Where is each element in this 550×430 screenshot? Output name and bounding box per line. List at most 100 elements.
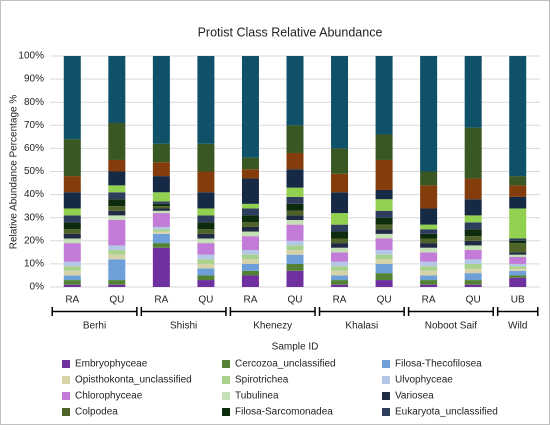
x-tick-label: RA — [422, 295, 436, 306]
bar-segment — [63, 238, 81, 244]
x-axis-title: Sample ID — [272, 342, 319, 353]
bar-segment — [286, 187, 304, 197]
bar-segment — [509, 240, 527, 244]
bar-segment — [375, 210, 393, 218]
chart-title: Protist Class Relative Abundance — [198, 25, 383, 39]
bar-segment — [464, 263, 482, 269]
bar-segment — [286, 245, 304, 251]
legend-swatch — [62, 360, 70, 368]
bar-segment — [331, 284, 349, 287]
bar-segment — [331, 247, 349, 253]
bar-segment — [331, 280, 349, 285]
bar-segment — [420, 238, 438, 244]
bar-segment — [331, 243, 349, 248]
legend-swatch — [382, 408, 390, 416]
bar-segment — [241, 236, 259, 251]
bar-segment — [464, 245, 482, 251]
bar-segment — [108, 280, 126, 285]
bar-segment — [241, 56, 259, 158]
bar-segment — [108, 210, 126, 216]
bar-segment — [197, 229, 215, 234]
group-label: Shishi — [170, 321, 197, 332]
bar-segment — [152, 229, 170, 232]
y-tick-label: 40% — [24, 189, 44, 200]
bar-segment — [375, 159, 393, 190]
bar-segment — [375, 254, 393, 260]
bar-segment — [286, 210, 304, 216]
bar-segment — [152, 247, 170, 287]
bar-segment — [63, 270, 81, 276]
bar-segment — [63, 280, 81, 285]
bar-segment — [197, 280, 215, 287]
bar-segment — [464, 268, 482, 274]
x-tick-label: UB — [511, 295, 525, 306]
group-label: Khenezy — [253, 321, 292, 332]
bar-segment — [509, 238, 527, 241]
legend-swatch — [382, 376, 390, 384]
bar-segment — [152, 56, 170, 144]
bar-segment — [63, 243, 81, 262]
bar-segment — [197, 215, 215, 223]
legend-label: Cercozoa_unclassified — [235, 359, 336, 370]
bar-segment — [241, 215, 259, 223]
x-tick-label: RA — [65, 295, 79, 306]
x-tick-label: RA — [154, 295, 168, 306]
legend-swatch — [62, 376, 70, 384]
bar-segment — [464, 222, 482, 230]
group-bracket — [140, 307, 227, 316]
bar-segment — [108, 250, 126, 255]
legend-label: Colpodea — [75, 407, 118, 418]
bar-segment — [241, 231, 259, 237]
bar-segment — [63, 261, 81, 267]
x-tick-label: RA — [244, 295, 258, 306]
bar-segment — [375, 238, 393, 251]
legend-swatch — [222, 376, 230, 384]
bar-segment — [63, 275, 81, 281]
bar-segment — [108, 259, 126, 281]
group-label: Khalasi — [345, 321, 378, 332]
bar-segment — [375, 259, 393, 264]
bar-segment — [108, 215, 126, 221]
bar-segment — [241, 250, 259, 255]
bar-segment — [63, 139, 81, 177]
bar-segment — [420, 185, 438, 209]
legend-label: Chlorophyceae — [75, 391, 143, 402]
bar-segment — [375, 263, 393, 274]
bar-segment — [241, 222, 259, 227]
group-bracket — [51, 307, 138, 316]
y-tick-label: 30% — [24, 212, 44, 223]
bar-segment — [152, 143, 170, 163]
bar-segment — [509, 275, 527, 278]
bar-segment — [286, 254, 304, 264]
bar-segment — [197, 238, 215, 244]
bar-segment — [241, 263, 259, 271]
bar-segment — [420, 243, 438, 248]
bar-segment — [420, 275, 438, 281]
bar-segment — [509, 256, 527, 264]
legend-label: Tubulinea — [235, 391, 279, 402]
bar-segment — [63, 284, 81, 287]
bar-segment — [509, 263, 527, 267]
bar-segment — [286, 56, 304, 126]
bar-segment — [108, 159, 126, 172]
bar-segment — [464, 229, 482, 237]
bar-segment — [197, 263, 215, 269]
bar-segment — [108, 284, 126, 287]
bar-segment — [286, 169, 304, 188]
bar-segment — [241, 203, 259, 209]
bar-segment — [375, 233, 393, 239]
bar-segment — [197, 56, 215, 144]
bar-segment — [63, 192, 81, 209]
bar-segment — [509, 185, 527, 197]
bar-segment — [509, 56, 527, 177]
bar-segment — [331, 148, 349, 174]
bar-segment — [464, 56, 482, 128]
bar-segment — [152, 213, 170, 227]
bar-segment — [464, 236, 482, 241]
legend-swatch — [382, 392, 390, 400]
bar-segment — [331, 238, 349, 244]
bar-segment — [286, 215, 304, 221]
bar-segment — [464, 215, 482, 223]
